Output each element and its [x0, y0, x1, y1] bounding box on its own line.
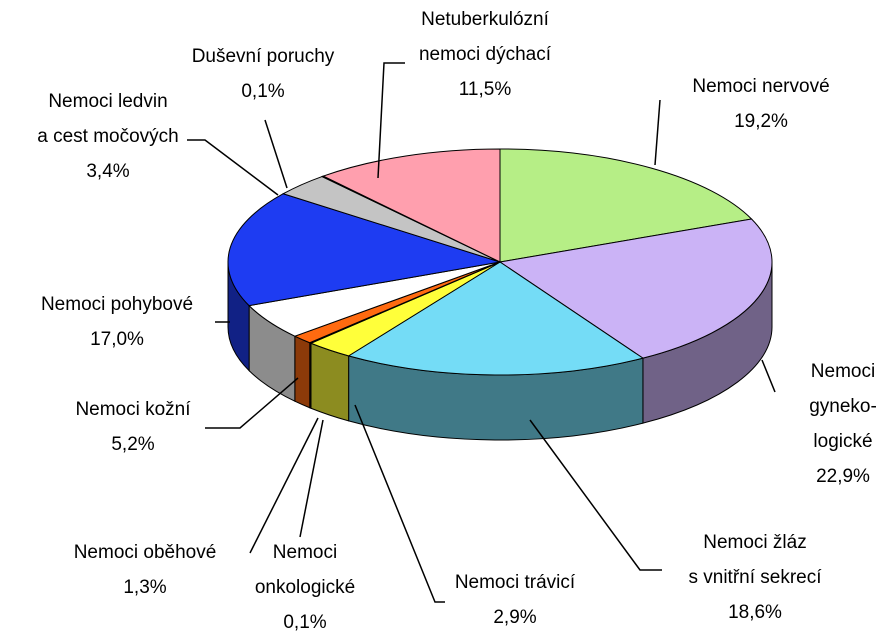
- leader-line: [264, 119, 288, 189]
- slice: [322, 148, 501, 263]
- slice: [498, 218, 773, 359]
- value-label: 3,4%: [86, 161, 129, 182]
- slice-label: s vnitřní sekrecí: [688, 567, 822, 588]
- value-label: 5,2%: [111, 434, 154, 455]
- slice-label: Nemoci: [811, 361, 875, 382]
- slice-label: gyneko-: [809, 396, 877, 417]
- value-label: 17,0%: [90, 329, 144, 350]
- leader-line: [187, 139, 279, 196]
- value-label: 1,3%: [123, 577, 166, 598]
- slice-label: a cest močových: [37, 126, 179, 147]
- value-label: 19,2%: [734, 111, 788, 132]
- value-label: 0,1%: [283, 612, 326, 633]
- slice-side: [294, 335, 311, 409]
- slice: [499, 148, 753, 263]
- slice-label: Duševní poruchy: [192, 46, 335, 67]
- leader-line: [205, 377, 299, 429]
- value-label: 18,6%: [728, 602, 782, 623]
- slice: [347, 261, 645, 376]
- slice: [227, 193, 501, 307]
- slice-label: Nemoci kožní: [75, 399, 191, 420]
- leader-line: [761, 359, 776, 393]
- slice-label: onkologické: [255, 577, 355, 598]
- slice-label: Nemoci ledvin: [48, 91, 167, 112]
- leader-line: [249, 417, 319, 554]
- slice-label: logické: [813, 431, 872, 452]
- leader-line: [354, 404, 445, 603]
- value-label: 2,9%: [493, 607, 536, 628]
- leader-line: [377, 62, 405, 179]
- slice-label: Nemoci nervové: [692, 76, 829, 97]
- slice-side: [310, 342, 350, 422]
- slice-label: Nemoci trávicí: [455, 572, 576, 593]
- slice-label: Nemoci pohybové: [41, 294, 193, 315]
- slice-label: Nemoci: [273, 542, 337, 563]
- leader-line: [299, 419, 324, 538]
- value-label: 22,9%: [816, 466, 870, 487]
- slice-label: Netuberkulózní: [421, 9, 550, 30]
- value-label: 11,5%: [459, 79, 512, 100]
- leader-line: [529, 419, 662, 571]
- value-label: 0,1%: [241, 81, 284, 102]
- leader-line: [654, 99, 661, 166]
- slice-label: Nemoci oběhové: [74, 542, 217, 563]
- slice-label: nemoci dýchací: [419, 44, 552, 65]
- slice-label: Nemoci žláz: [703, 532, 806, 553]
